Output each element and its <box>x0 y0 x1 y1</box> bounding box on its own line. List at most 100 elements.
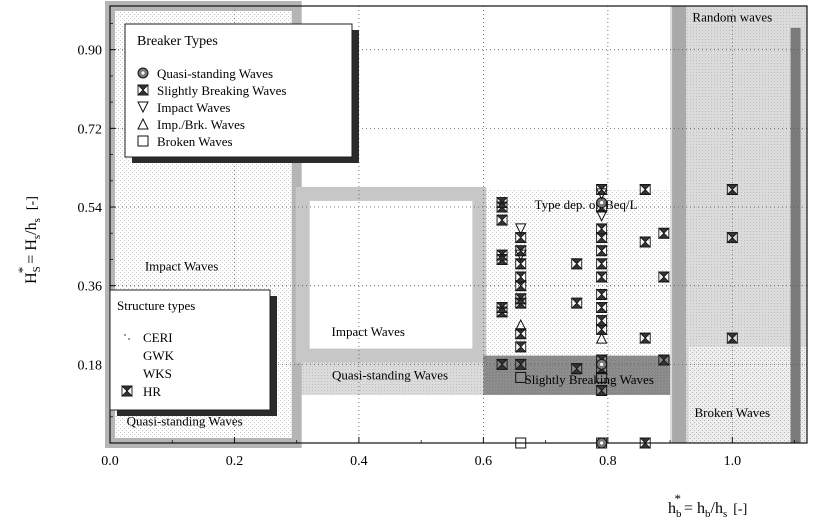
data-point-hourglass <box>496 358 509 370</box>
region-label: Quasi-standing Waves <box>127 414 243 429</box>
mid-impact-frame <box>295 186 487 363</box>
region-labels-layer: Random waves Impact Waves Quasi-standing W… <box>127 9 773 428</box>
data-point-hourglass <box>570 363 583 375</box>
data-point-hourglass <box>496 249 509 261</box>
x-label-main: h <box>668 500 676 517</box>
y-label-sub3: s <box>31 218 43 222</box>
data-point-square <box>596 437 608 449</box>
legend-structure-box <box>109 289 271 411</box>
data-point-hourglass <box>514 328 527 340</box>
legend-marker <box>137 117 149 130</box>
svg-text:hb*= hb/hs[-]: hb*= hb/hs [-] <box>668 491 747 520</box>
data-point-hourglass <box>595 288 608 300</box>
x-label-unit: [-] <box>733 502 747 517</box>
right-edge-band <box>790 27 801 443</box>
data-point-hourglass <box>514 258 527 270</box>
data-point-hourglass <box>514 293 527 305</box>
y-tick-label: 0.54 <box>78 201 103 216</box>
data-point-hourglass <box>595 302 608 313</box>
y-tick-label: 0.36 <box>78 280 103 295</box>
data-point-triangle-down <box>595 188 608 201</box>
legend-structure-entry: WKS <box>143 366 172 381</box>
y-label-main: H <box>23 272 40 284</box>
data-point-hourglass <box>726 184 739 195</box>
y-tick-label: 0.90 <box>78 44 103 59</box>
region-label: Type dep. on Beq/L <box>535 197 638 212</box>
legend-marker <box>137 84 149 96</box>
y-tick-label: 0.72 <box>78 122 103 137</box>
x-tick-label: 0.8 <box>599 454 617 469</box>
legend-structure-label: CERI <box>143 330 173 345</box>
region-label: Quasi-standing Waves <box>332 368 448 383</box>
legend-breaker-label: Slightly Breaking Waves <box>157 83 286 98</box>
legend-marker <box>124 334 130 340</box>
data-point-hourglass <box>514 271 527 283</box>
x-tick-label: 0.0 <box>101 454 119 469</box>
data-point-hourglass <box>496 302 509 313</box>
legend-breaker-box <box>124 23 353 158</box>
y-label-rest2: /h <box>23 222 40 234</box>
x-label-rest: = h <box>684 500 705 517</box>
region-label: Impact Waves <box>332 324 405 339</box>
data-point-hourglass <box>657 271 670 283</box>
legend-marker <box>121 385 133 397</box>
region-7 <box>688 346 807 443</box>
points-layer <box>496 184 739 449</box>
data-point-hourglass <box>726 232 739 244</box>
x-label-sub3: s <box>723 508 727 520</box>
x-tick-label: 1.0 <box>724 454 742 469</box>
data-point-hourglass <box>496 214 509 226</box>
data-point-hourglass <box>570 297 583 309</box>
x-tick-label: 0.4 <box>350 454 368 469</box>
x-axis-title: hb*= hb/hs [-] <box>668 491 747 520</box>
legend-breaker-title: Breaker Types <box>137 34 218 49</box>
data-point-hourglass <box>514 358 527 370</box>
data-point-circle-dot <box>596 437 608 449</box>
data-point-square <box>515 371 527 383</box>
legend-breaker-label: Quasi-standing Waves <box>157 66 273 81</box>
legend-structure-types: Structure types CERI GWK WKS HR <box>109 289 277 416</box>
legend-breaker-entry: Broken Waves <box>137 134 233 149</box>
x-label-rest2: /h <box>711 500 723 517</box>
legend-breaker-entry: Slightly Breaking Waves <box>137 83 286 98</box>
data-point-circle-dot <box>596 197 608 209</box>
legend-structure-entry: GWK <box>143 348 175 363</box>
data-point-hourglass <box>595 271 608 283</box>
data-point-hourglass <box>595 258 608 270</box>
data-point-hourglass <box>639 236 652 248</box>
data-point-triangle-up <box>595 332 608 344</box>
data-point-hourglass <box>595 385 608 397</box>
data-point-triangle-down <box>595 210 608 222</box>
y-label-sup: * <box>15 267 30 274</box>
data-point-hourglass <box>570 258 583 270</box>
legend-marker <box>137 101 149 114</box>
data-point-square <box>596 371 608 383</box>
x-label-sub: b <box>676 508 682 520</box>
y-axis-title: HS*= Hs/hs[-] <box>15 196 43 284</box>
ticks-layer: 0.0 0.2 0.4 0.6 0.8 1.0 0.18 0.36 0.54 0.72 0.90 <box>78 23 795 469</box>
data-point-square <box>515 437 527 449</box>
y-label-sub2: s <box>31 235 43 239</box>
legend-marker <box>137 67 149 79</box>
frame-layer <box>109 5 808 444</box>
data-point-hourglass <box>726 332 739 344</box>
legend-structure-entry: CERI <box>124 330 173 345</box>
y-tick-label: 0.18 <box>78 358 103 373</box>
slightly-breaking-band <box>483 355 671 395</box>
legend-breaker-label: Impact Waves <box>157 100 230 115</box>
data-point-hourglass <box>514 341 527 353</box>
data-point-circle-dot <box>596 358 608 370</box>
y-label-rest: = H <box>23 239 40 264</box>
data-point-hourglass <box>514 232 527 244</box>
data-point-hourglass <box>657 354 670 366</box>
data-point-hourglass <box>595 245 608 257</box>
data-point-triangle-up <box>514 318 527 331</box>
plot-frame <box>109 5 808 444</box>
x-label-sup: * <box>675 491 682 506</box>
legend-breaker-entry: Imp./Brk. Waves <box>137 117 245 132</box>
data-point-hourglass <box>657 227 670 239</box>
x-tick-label: 0.6 <box>475 454 493 469</box>
legend-structure-label: WKS <box>143 366 172 381</box>
y-label-sub: S <box>31 266 43 272</box>
x-label-sub2: b <box>705 508 711 520</box>
